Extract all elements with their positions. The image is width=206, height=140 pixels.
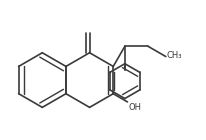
Text: CH₃: CH₃	[167, 51, 182, 60]
Text: OH: OH	[129, 103, 142, 112]
